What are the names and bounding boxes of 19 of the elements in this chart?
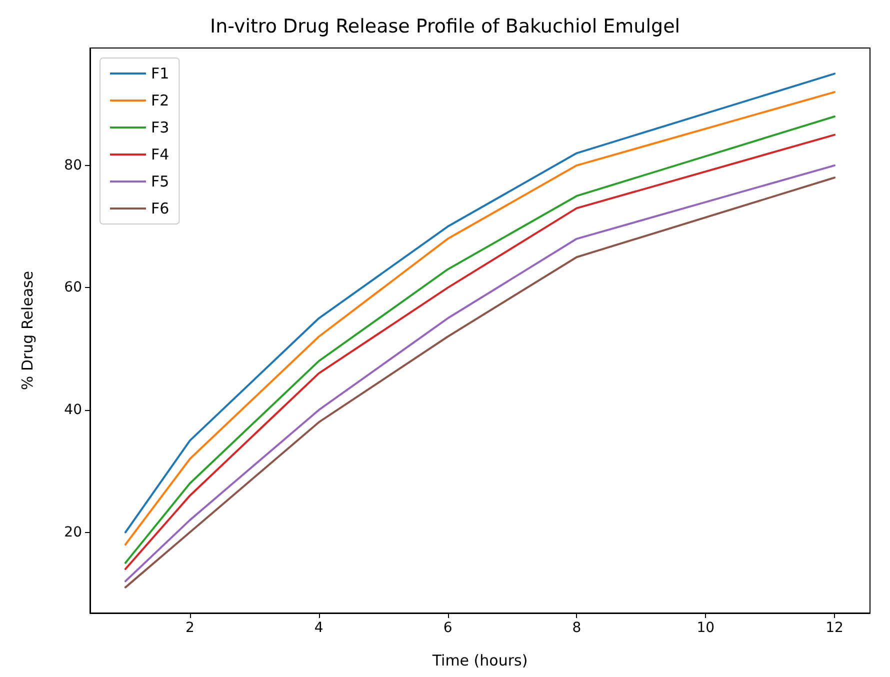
y-tick-label: 80	[64, 157, 82, 174]
legend-label: F4	[151, 146, 170, 164]
x-tick-label: 2	[185, 620, 194, 636]
x-axis-title: Time (hours)	[431, 652, 528, 670]
y-tick-label: 20	[64, 524, 82, 540]
legend-label: F2	[151, 92, 170, 110]
legend-label: F3	[151, 118, 170, 136]
y-tick-label: 60	[64, 280, 82, 296]
x-tick-label: 8	[572, 620, 582, 636]
y-axis-title: % Drug Release	[18, 270, 36, 390]
legend-label: F1	[151, 64, 170, 82]
x-tick-label: 10	[696, 620, 715, 636]
x-tick-label: 6	[443, 620, 452, 636]
x-tick-label: 4	[314, 620, 324, 636]
x-tick-label: 12	[826, 620, 844, 636]
y-tick-label: 40	[64, 402, 82, 418]
legend-label: F5	[151, 172, 170, 190]
legend-label: F6	[151, 200, 170, 218]
chart-title: In-vitro Drug Release Profile of Bakuchiol Emulgel	[210, 16, 680, 38]
